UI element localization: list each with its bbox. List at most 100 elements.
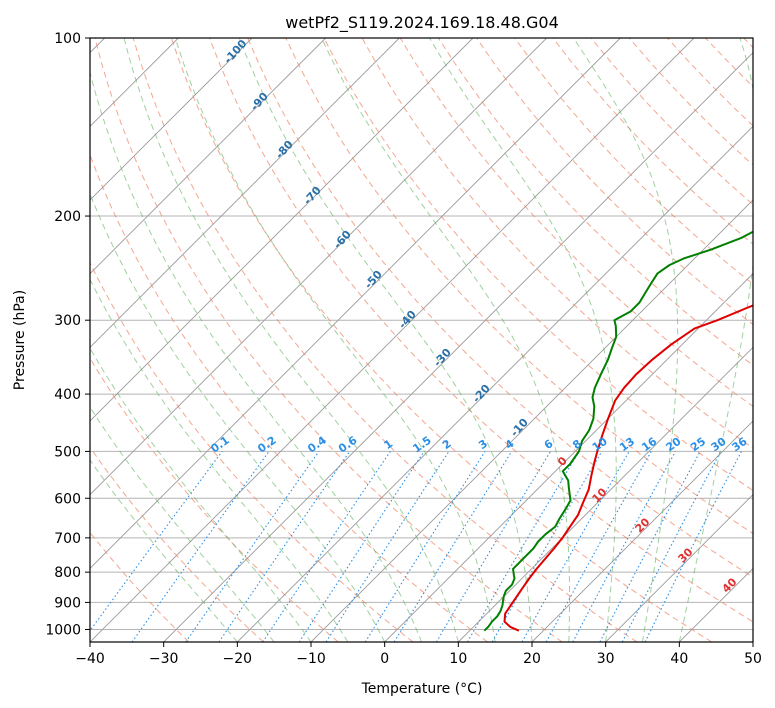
x-tick-label: 20 (523, 651, 541, 667)
mixing-ratio-line (545, 451, 652, 642)
y-tick-label: 300 (54, 313, 81, 329)
y-tick-label: 100 (54, 31, 81, 47)
isotherm-line (90, 38, 400, 348)
x-tick-label: 50 (744, 651, 762, 667)
y-tick-label: 1000 (45, 622, 81, 638)
isotherm-line (458, 346, 753, 642)
isotherm-line (90, 38, 474, 422)
moist-adiabat-label: -30 (431, 346, 454, 370)
moist-adiabat-line (238, 38, 533, 642)
isotherm-line (605, 494, 753, 642)
mixing-ratio-line (185, 451, 320, 642)
moist-adiabat-line (90, 192, 386, 642)
isotherm-line (237, 125, 753, 642)
dry-adiabat-line (90, 446, 264, 642)
moist-adiabat-line (90, 347, 312, 642)
x-tick-label: 10 (449, 651, 467, 667)
x-tick-label: 30 (597, 651, 615, 667)
dry-adiabat-line (90, 357, 339, 642)
isotherm-line (384, 273, 753, 642)
isotherm-line (679, 567, 753, 642)
isotherm-line (752, 641, 753, 642)
dry-adiabat-line (437, 38, 753, 366)
dry-adiabat-line (209, 38, 753, 623)
mixing-ratio-label: 0.6 (336, 433, 360, 455)
moist-adiabat-label: -10 (508, 416, 531, 440)
dry-adiabat-line (90, 261, 414, 642)
dry-adiabat-label: 30 (676, 545, 696, 565)
y-tick-label: 900 (54, 595, 81, 611)
dry-adiabat-label: 40 (720, 575, 740, 595)
moist-adiabat-line (123, 38, 459, 642)
dry-adiabat-line (514, 38, 753, 285)
moist-adiabat-line (90, 70, 422, 642)
moist-adiabat-line (90, 459, 238, 642)
mixing-ratio-line (262, 451, 391, 642)
dry-adiabat-line (323, 38, 753, 492)
moist-adiabat-line (573, 38, 679, 642)
mixing-ratio-line (364, 451, 486, 642)
mixing-ratio-line (572, 451, 676, 642)
y-tick-label: 400 (54, 387, 81, 403)
moist-adiabat-label: -90 (248, 90, 271, 114)
dry-adiabat-label: 10 (590, 485, 610, 505)
mixing-ratio-line (393, 451, 513, 642)
mixing-ratio-line (298, 451, 425, 642)
dry-adiabat-line (552, 38, 753, 245)
mixing-ratio-line (621, 451, 722, 642)
moist-adiabat-line (90, 406, 275, 642)
isotherm-line (90, 38, 695, 642)
dry-adiabat-line (285, 38, 753, 535)
dry-adiabat-label: 20 (633, 515, 653, 535)
mixing-ratio-line (467, 451, 580, 642)
x-tick-label: −30 (149, 651, 179, 667)
dry-adiabat-line (90, 531, 190, 642)
moist-adiabat-line (90, 278, 349, 642)
mixing-ratio-line (325, 451, 450, 642)
y-axis-label: Pressure (hPa) (12, 290, 28, 390)
moist-adiabat-label: -20 (470, 382, 493, 406)
mixing-ratio-line (521, 451, 630, 642)
x-tick-label: 40 (670, 651, 688, 667)
moist-adiabat-label: -40 (396, 308, 419, 332)
dry-adiabat-line (743, 38, 753, 49)
x-tick-label: 0 (380, 651, 389, 667)
dry-adiabat-line (170, 38, 712, 642)
isotherm-line (90, 38, 326, 275)
temperature-profile (503, 304, 753, 632)
mixing-ratio-label: 0.4 (305, 433, 329, 455)
moist-adiabat-label: -100 (221, 37, 249, 66)
y-tick-label: 700 (54, 531, 81, 547)
dry-adiabat-line (705, 38, 753, 88)
dry-adiabat-line (94, 38, 563, 642)
x-tick-label: −10 (296, 651, 326, 667)
y-tick-label: 600 (54, 491, 81, 507)
chart-title: wetPf2_S119.2024.169.18.48.G04 (285, 13, 559, 33)
moist-adiabat-label: -50 (362, 268, 385, 292)
dewpoint-profile (483, 230, 753, 632)
mixing-ratio-label: 2 (440, 437, 454, 452)
mixing-ratio-line (131, 451, 270, 642)
isotherm-line (163, 52, 753, 642)
isotherm-line (90, 38, 621, 569)
x-tick-label: −20 (223, 651, 253, 667)
isotherm-line (90, 38, 253, 201)
y-tick-label: 200 (54, 209, 81, 225)
x-axis-label: Temperature (°C) (361, 681, 483, 697)
mixing-ratio-line (644, 451, 742, 642)
dry-adiabat-line (476, 38, 753, 326)
x-tick-label: −40 (75, 651, 105, 667)
mixing-ratio-line (90, 451, 223, 632)
moist-adiabat-line (429, 38, 617, 642)
mixing-ratio-line (218, 451, 351, 642)
y-tick-label: 500 (54, 444, 81, 460)
moist-adiabat-line (174, 38, 496, 642)
moist-adiabat-label: -80 (273, 138, 296, 162)
moist-adiabat-line (321, 38, 571, 642)
moist-adiabat-label: -60 (331, 228, 354, 252)
dry-adiabat-line (132, 38, 638, 642)
y-tick-label: 800 (54, 565, 81, 581)
dry-adiabat-line (247, 38, 753, 578)
dry-adiabat-line (90, 153, 488, 642)
mixing-ratio-label: 0.1 (208, 434, 231, 456)
